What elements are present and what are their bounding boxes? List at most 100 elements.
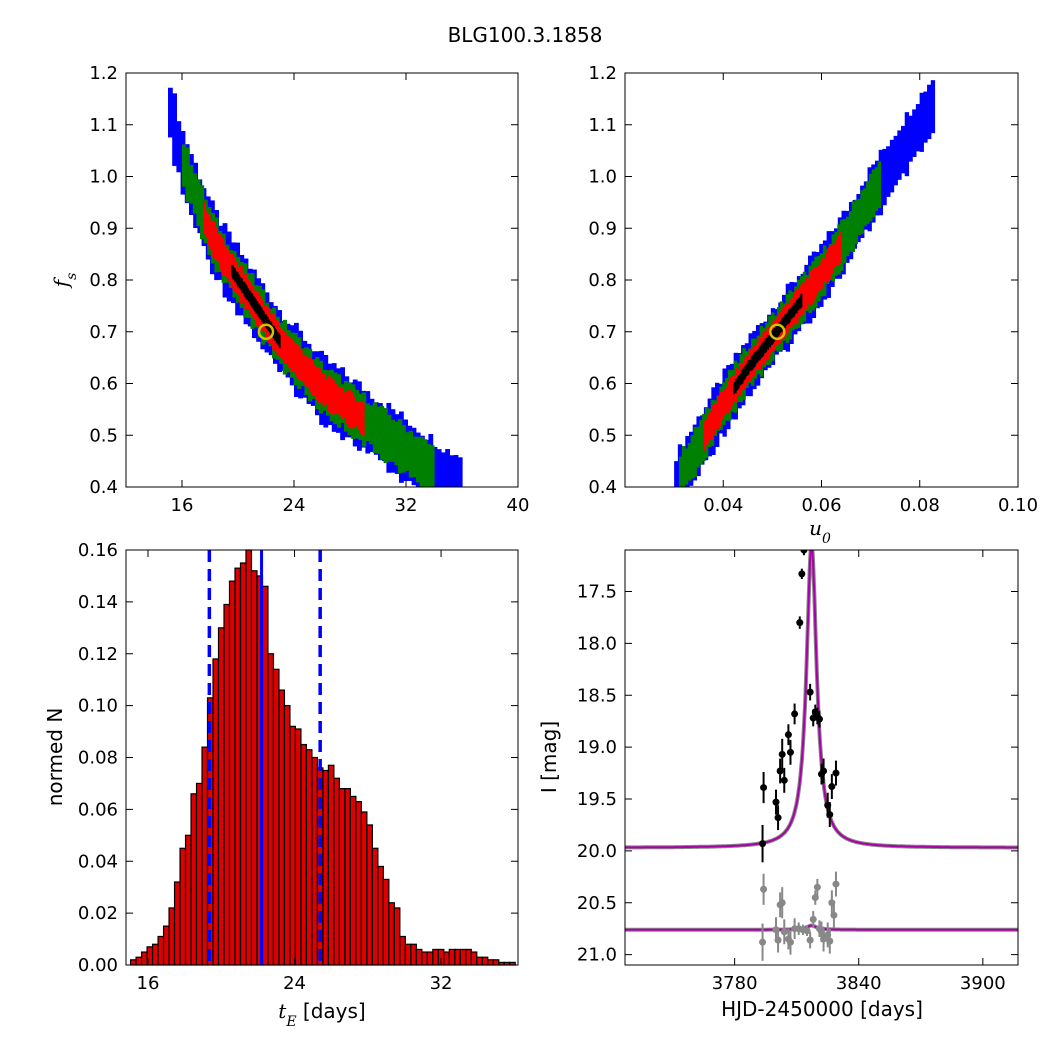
density-mid-cell xyxy=(430,445,435,487)
density-mid-cell xyxy=(868,173,873,222)
y-tick-label: 0.02 xyxy=(78,903,118,924)
density-mid-cell xyxy=(192,173,197,214)
density-core-cell xyxy=(240,277,242,290)
density-mid-cell xyxy=(365,403,370,442)
density-mid-cell xyxy=(863,188,867,227)
y-tick-label: 0.6 xyxy=(588,374,617,395)
density-inner-cell xyxy=(811,268,815,304)
panel3-bars xyxy=(129,549,516,966)
density-core-cell xyxy=(736,378,738,391)
density-core-cell xyxy=(231,264,233,276)
x-tick-label: 32 xyxy=(395,495,418,516)
panel3-xlabel: tE [days] xyxy=(278,999,365,1030)
density-outer-cell xyxy=(886,146,891,197)
histogram-bar xyxy=(283,705,291,966)
photometry-point xyxy=(784,731,792,739)
panel4-ylabel: I [mag] xyxy=(537,721,561,793)
density-inner-cell xyxy=(717,395,720,430)
density-inner-cell xyxy=(703,420,707,451)
histogram-bar xyxy=(470,951,478,966)
density-core-cell xyxy=(782,317,784,331)
density-mid-cell xyxy=(874,167,879,211)
x-tick-label: 3900 xyxy=(960,973,1006,994)
y-tick-label: 21.0 xyxy=(577,945,617,966)
density-inner-cell xyxy=(297,345,301,380)
density-core-cell xyxy=(778,322,780,336)
residual-point xyxy=(806,936,814,944)
density-core-cell xyxy=(747,360,750,375)
y-tick-label: 18.0 xyxy=(577,633,617,654)
density-core-cell xyxy=(744,365,747,378)
density-core-cell xyxy=(777,323,779,337)
density-core-cell xyxy=(796,299,799,311)
histogram-bar xyxy=(267,653,275,966)
density-inner-cell xyxy=(821,258,825,289)
model-band-upper xyxy=(625,550,1018,850)
photometry-point xyxy=(828,783,836,791)
density-inner-cell xyxy=(352,396,356,428)
photometry-point xyxy=(759,840,767,848)
density-inner-cell xyxy=(221,238,225,276)
density-inner-cell xyxy=(345,390,349,424)
density-mid-cell xyxy=(376,406,381,454)
density-mid-cell xyxy=(200,185,205,240)
density-inner-cell xyxy=(223,245,227,276)
panel-fs-vs-te: 16 24 32 40 0.4 0.5 0.6 0.7 0.8 0.9 1.0 1.1 1.2 fs xyxy=(49,63,529,516)
density-core-cell xyxy=(273,326,275,341)
density-inner-cell xyxy=(350,392,354,429)
density-inner-cell xyxy=(299,349,303,381)
photometry-point xyxy=(772,798,780,806)
density-core-cell xyxy=(231,265,233,277)
histogram-bar xyxy=(360,811,368,966)
density-outer-cell xyxy=(882,148,887,206)
histogram-bar xyxy=(135,956,143,966)
x-tick-label: 0.06 xyxy=(801,495,841,516)
density-outer-cell xyxy=(915,104,921,152)
density-core-cell xyxy=(766,338,769,350)
density-core-cell xyxy=(244,282,246,298)
best-fit-marker xyxy=(769,323,786,340)
density-core-cell xyxy=(800,293,803,308)
density-core-cell xyxy=(248,290,250,302)
density-core-cell xyxy=(737,375,740,389)
x-tick-label: 0.08 xyxy=(900,495,940,516)
histogram-bar xyxy=(239,562,247,966)
density-mid-cell xyxy=(196,179,201,227)
density-mid-cell xyxy=(387,414,392,462)
histogram-bar xyxy=(426,951,434,966)
density-inner-cell xyxy=(721,391,724,420)
density-mid-cell xyxy=(426,444,431,487)
histogram-bar xyxy=(349,795,357,966)
density-inner-cell xyxy=(835,240,838,267)
density-core-cell xyxy=(763,341,766,354)
photometry-point xyxy=(820,767,828,775)
histogram-bar xyxy=(272,668,280,966)
density-mid-cell xyxy=(405,432,410,471)
density-core-cell xyxy=(739,373,742,385)
histogram-bar xyxy=(129,959,137,966)
photometry-point xyxy=(791,710,799,718)
density-core-cell xyxy=(745,364,748,377)
histogram-bar xyxy=(355,800,362,966)
panel-te-histogram: 16 24 32 0.00 0.02 0.04 0.06 0.08 0.10 0.12 0.14 0.… xyxy=(43,540,519,1030)
density-core-cell xyxy=(757,349,760,361)
y-tick-label: 0.4 xyxy=(89,477,118,498)
density-inner-cell xyxy=(823,258,827,283)
density-inner-cell xyxy=(304,355,308,385)
y-tick-label: 17.5 xyxy=(577,582,617,603)
density-mid-cell xyxy=(877,161,882,209)
density-core-cell xyxy=(784,314,786,329)
figure-title: BLG100.3.1858 xyxy=(448,23,603,47)
density-core-cell xyxy=(249,290,251,304)
density-core-cell xyxy=(799,294,802,309)
histogram-bar xyxy=(487,959,494,966)
x-tick-label: 3780 xyxy=(712,973,758,994)
histogram-bar xyxy=(382,878,390,966)
density-mid-cell xyxy=(383,408,388,464)
density-inner-cell xyxy=(336,386,340,414)
density-mid-cell xyxy=(412,436,417,478)
density-inner-cell xyxy=(219,234,222,271)
best-fit-marker xyxy=(257,323,275,340)
density-core-cell xyxy=(235,271,238,284)
histogram-bar xyxy=(432,948,439,966)
